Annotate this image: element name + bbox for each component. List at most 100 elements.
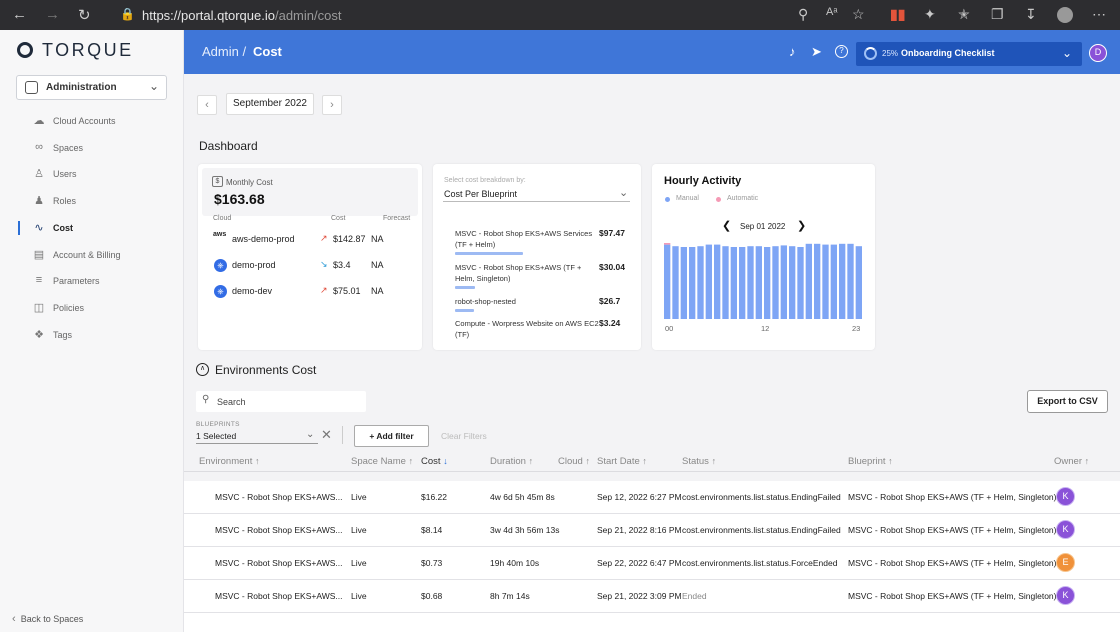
back-to-spaces-link[interactable]: ‹ Back to Spaces: [12, 613, 83, 625]
bar-manual-14[interactable]: [780, 245, 787, 319]
cell-blueprint: MSVC - Robot Shop EKS+AWS (TF + Helm, Si…: [848, 591, 1057, 601]
col-blueprint[interactable]: Blueprint ↑: [848, 456, 893, 467]
sidebar-item-cost[interactable]: ∿ Cost: [19, 219, 184, 239]
kubernetes-icon: ⎈: [214, 259, 227, 272]
sidebar-item-users[interactable]: ♙ Users: [19, 165, 184, 185]
sidebar-item-account-billing[interactable]: ▤ Account & Billing: [19, 246, 184, 266]
sidebar-item-policies[interactable]: ◫ Policies: [19, 299, 184, 319]
add-filter-button[interactable]: + Add filter: [354, 425, 429, 447]
extension-icon[interactable]: ▮▮: [890, 6, 906, 22]
send-icon[interactable]: ➤: [811, 44, 822, 59]
export-csv-button[interactable]: Export to CSV: [1027, 390, 1108, 413]
reload-icon[interactable]: ↻: [78, 7, 91, 24]
next-day-button[interactable]: ❯: [797, 220, 807, 232]
bar-manual-11[interactable]: [755, 246, 762, 319]
user-avatar[interactable]: D: [1089, 44, 1107, 62]
cell-status: cost.environments.list.status.ForceEnded: [682, 558, 838, 568]
cell-environment[interactable]: MSVC - Robot Shop EKS+AWS...: [215, 525, 343, 535]
blueprints-filter-select[interactable]: 1 Selected ⌄: [196, 429, 318, 444]
roles-icon: ♟: [34, 195, 44, 207]
bar-manual-02[interactable]: [680, 247, 687, 319]
bar-manual-09[interactable]: [739, 247, 746, 319]
prev-day-button[interactable]: ❮: [722, 220, 732, 232]
col-duration[interactable]: Duration ↑: [490, 456, 534, 467]
cloud-cost-row[interactable]: ⎈ demo-dev ↗ $75.01 NA: [198, 280, 422, 304]
more-menu-icon[interactable]: ⋯: [1092, 6, 1106, 22]
cloud-cost-row[interactable]: aws aws-demo-prod ↗ $142.87 NA: [198, 228, 422, 252]
sidebar-item-parameters[interactable]: ≡ Parameters: [19, 272, 184, 292]
bar-manual-08[interactable]: [730, 247, 737, 319]
blueprint-name: MSVC - Robot Shop EKS+AWS Services (TF +…: [455, 229, 593, 249]
col-cloud[interactable]: Cloud ↑: [558, 456, 590, 467]
bar-manual-23[interactable]: [855, 246, 862, 319]
policies-icon: ◫: [33, 302, 45, 314]
bar-manual-12[interactable]: [764, 247, 771, 319]
bar-manual-05[interactable]: [705, 244, 712, 319]
col-environment[interactable]: Environment ↑: [199, 456, 260, 467]
bar-manual-17[interactable]: [805, 243, 812, 319]
clear-filters-button[interactable]: Clear Filters: [441, 431, 487, 441]
bar-manual-13[interactable]: [772, 246, 779, 319]
profile-avatar[interactable]: [1057, 7, 1073, 23]
bar-manual-21[interactable]: [839, 243, 846, 319]
bell-icon[interactable]: ♪: [789, 44, 796, 59]
bar-manual-10[interactable]: [747, 246, 754, 319]
cell-environment[interactable]: MSVC - Robot Shop EKS+AWS...: [215, 591, 343, 601]
bar-manual-04[interactable]: [697, 246, 704, 319]
col-status[interactable]: Status ↑: [682, 456, 717, 467]
col-space-name[interactable]: Space Name ↑: [351, 456, 414, 467]
bar-manual-15[interactable]: [789, 246, 796, 319]
next-month-button[interactable]: ›: [322, 95, 342, 115]
breakdown-select[interactable]: Cost Per Blueprint ⌄: [443, 186, 630, 202]
sidebar-item-roles[interactable]: ♟ Roles: [19, 192, 184, 212]
clear-filter-icon[interactable]: ✕: [321, 427, 332, 442]
search-input[interactable]: ⚲ Search: [196, 391, 366, 412]
hourly-title: Hourly Activity: [664, 175, 742, 187]
bar-manual-06[interactable]: [714, 244, 721, 319]
table-row[interactable]: MSVC - Robot Shop EKS+AWS... Live $8.14 …: [184, 514, 1120, 547]
bar-manual-16[interactable]: [797, 247, 804, 319]
bar-manual-19[interactable]: [822, 244, 829, 319]
forward-arrow-icon[interactable]: →: [45, 6, 60, 23]
cell-environment[interactable]: MSVC - Robot Shop EKS+AWS...: [215, 492, 343, 502]
address-bar[interactable]: 🔒 https://portal.qtorque.io/admin/cost: [112, 4, 892, 26]
favorites-list-icon[interactable]: ✭: [958, 6, 970, 22]
table-row[interactable]: [184, 613, 1120, 632]
collections-icon[interactable]: ❐: [991, 6, 1004, 22]
help-icon[interactable]: ?: [835, 45, 848, 58]
spaces-icon: ∞: [35, 141, 43, 153]
sidebar-item-tags[interactable]: ❖ Tags: [19, 326, 184, 346]
users-icon: ♙: [34, 168, 44, 180]
table-row[interactable]: MSVC - Robot Shop EKS+AWS... Live $16.22…: [184, 481, 1120, 514]
downloads-icon[interactable]: ↧: [1025, 6, 1037, 22]
read-aloud-icon[interactable]: Aᵃ: [826, 6, 838, 18]
back-arrow-icon[interactable]: ←: [12, 6, 27, 23]
space-selector[interactable]: Administration ⌄: [16, 75, 167, 100]
bar-manual-01[interactable]: [672, 246, 679, 319]
col-start-date[interactable]: Start Date ↑: [597, 456, 647, 467]
table-row[interactable]: MSVC - Robot Shop EKS+AWS... Live $0.73 …: [184, 547, 1120, 580]
cloud-cost-row[interactable]: ⎈ demo-prod ↘ $3.4 NA: [198, 254, 422, 278]
col-cost[interactable]: Cost ↓: [421, 456, 448, 467]
favorite-icon[interactable]: ☆: [852, 6, 865, 22]
col-cloud: Cloud: [213, 215, 232, 222]
bar-manual-20[interactable]: [830, 244, 837, 319]
sidebar-item-cloud-accounts[interactable]: ☁ Cloud Accounts: [19, 112, 184, 132]
col-owner[interactable]: Owner ↑: [1054, 456, 1090, 467]
puzzle-icon[interactable]: ✦: [924, 6, 936, 22]
billing-icon: ▤: [33, 249, 45, 261]
breadcrumb-admin[interactable]: Admin /: [202, 44, 247, 59]
bar-automatic-00[interactable]: [664, 243, 671, 245]
bar-manual-07[interactable]: [722, 246, 729, 319]
key-icon[interactable]: ⚲: [798, 6, 809, 22]
bar-manual-22[interactable]: [847, 243, 854, 319]
lock-icon: 🔒: [120, 7, 135, 21]
prev-month-button[interactable]: ‹: [197, 95, 217, 115]
bar-manual-18[interactable]: [814, 243, 821, 319]
bar-manual-00[interactable]: [664, 244, 671, 319]
cell-environment[interactable]: MSVC - Robot Shop EKS+AWS...: [215, 558, 343, 568]
table-row[interactable]: MSVC - Robot Shop EKS+AWS... Live $0.68 …: [184, 580, 1120, 613]
onboarding-checklist-dropdown[interactable]: 25% Onboarding Checklist ⌄: [856, 42, 1082, 66]
bar-manual-03[interactable]: [689, 247, 696, 319]
sidebar-item-spaces[interactable]: ∞ Spaces: [19, 139, 184, 159]
